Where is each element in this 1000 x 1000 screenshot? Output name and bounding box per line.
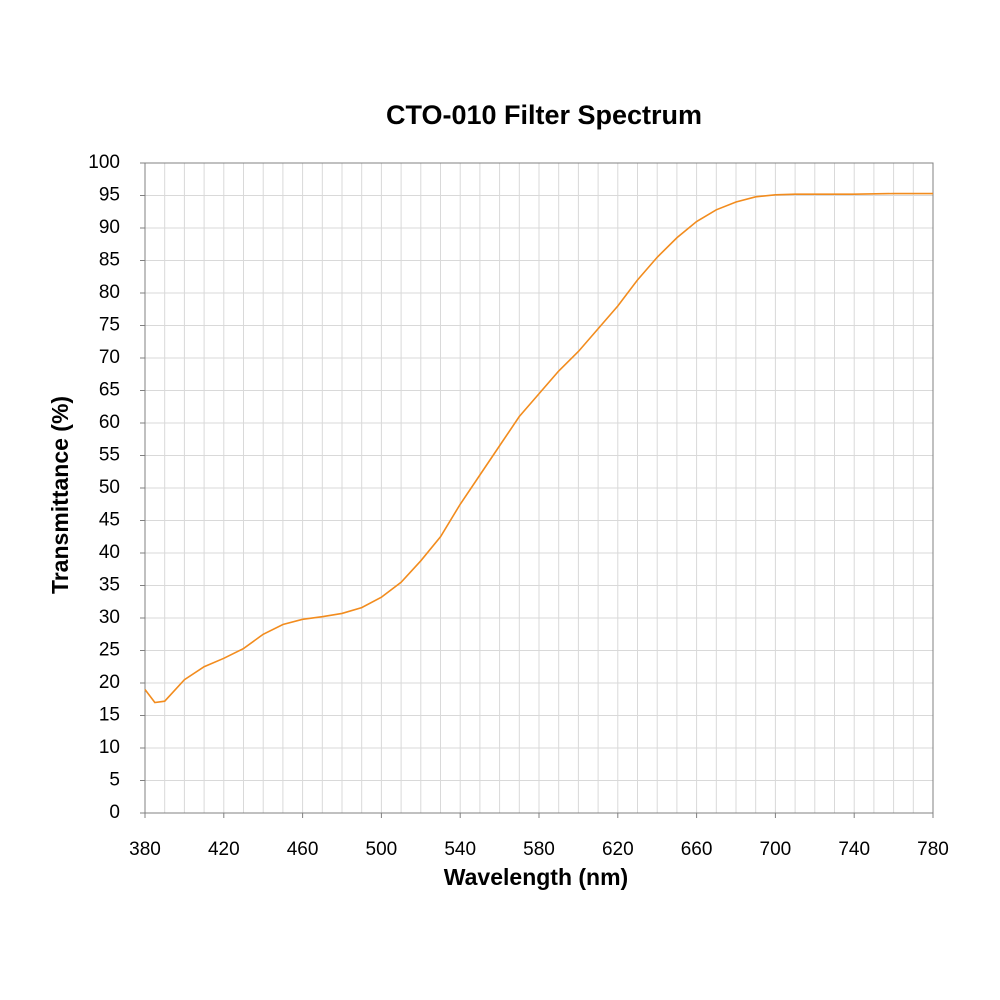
x-tick-label: 500 <box>366 839 398 860</box>
y-tick-label: 85 <box>99 250 120 271</box>
chart-title: CTO-010 Filter Spectrum <box>386 100 702 130</box>
x-tick-label: 380 <box>129 839 161 860</box>
x-tick-label: 540 <box>444 839 476 860</box>
data-line <box>144 192 933 704</box>
x-tick-label: 420 <box>208 839 240 860</box>
y-tick-label: 10 <box>99 737 120 758</box>
y-tick-label: 20 <box>99 672 120 693</box>
y-tick-label: 5 <box>109 770 120 791</box>
x-tick-label: 580 <box>523 839 555 860</box>
y-tick-label: 70 <box>99 347 120 368</box>
y-tick-label: 40 <box>99 542 120 563</box>
y-tick-label: 80 <box>99 282 120 303</box>
x-tick-label: 700 <box>760 839 792 860</box>
x-tick-label: 780 <box>917 839 949 860</box>
y-axis-label: Transmittance (%) <box>47 396 73 594</box>
y-tick-label: 45 <box>99 510 120 531</box>
plot-frame <box>144 162 934 814</box>
y-tick-label: 50 <box>99 477 120 498</box>
y-tick-label: 65 <box>99 380 120 401</box>
y-tick-label: 75 <box>99 315 120 336</box>
x-tick-label: 740 <box>838 839 870 860</box>
x-tick-label: 460 <box>287 839 319 860</box>
y-tick-label: 55 <box>99 445 120 466</box>
y-tick-label: 95 <box>99 185 120 206</box>
y-tick-label: 60 <box>99 412 120 433</box>
y-tick-label: 25 <box>99 640 120 661</box>
x-tick-label: 620 <box>602 839 634 860</box>
y-tick-label: 30 <box>99 607 120 628</box>
y-tick-label: 0 <box>109 802 120 823</box>
y-tick-label: 35 <box>99 575 120 596</box>
y-tick-label: 15 <box>99 705 120 726</box>
x-axis-label: Wavelength (nm) <box>444 864 628 890</box>
y-tick-label: 100 <box>88 152 120 173</box>
x-tick-label: 660 <box>681 839 713 860</box>
y-tick-label: 90 <box>99 217 120 238</box>
